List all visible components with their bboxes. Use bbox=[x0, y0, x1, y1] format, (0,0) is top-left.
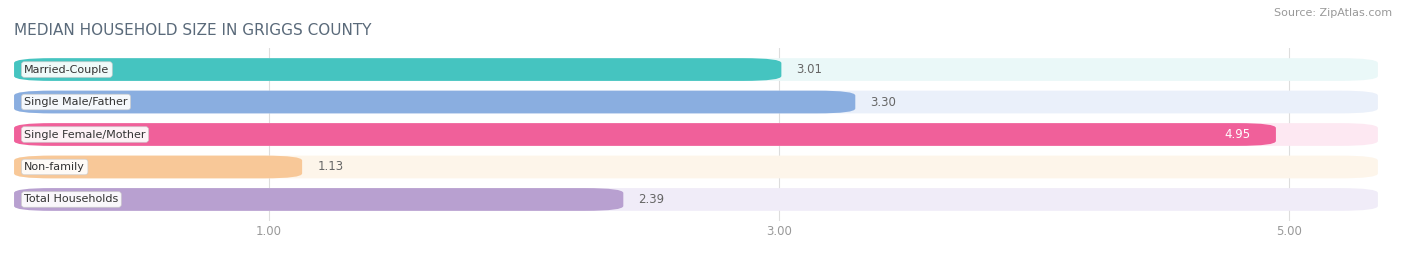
Text: Single Female/Mother: Single Female/Mother bbox=[24, 129, 146, 140]
FancyBboxPatch shape bbox=[14, 91, 855, 114]
FancyBboxPatch shape bbox=[14, 188, 1378, 211]
Text: Total Households: Total Households bbox=[24, 194, 118, 204]
FancyBboxPatch shape bbox=[14, 155, 302, 178]
FancyBboxPatch shape bbox=[14, 58, 1378, 81]
FancyBboxPatch shape bbox=[14, 188, 623, 211]
Text: Single Male/Father: Single Male/Father bbox=[24, 97, 128, 107]
Text: 3.30: 3.30 bbox=[870, 95, 897, 108]
FancyBboxPatch shape bbox=[14, 123, 1275, 146]
Text: Married-Couple: Married-Couple bbox=[24, 65, 110, 75]
FancyBboxPatch shape bbox=[14, 155, 1378, 178]
Text: MEDIAN HOUSEHOLD SIZE IN GRIGGS COUNTY: MEDIAN HOUSEHOLD SIZE IN GRIGGS COUNTY bbox=[14, 23, 371, 38]
Text: 1.13: 1.13 bbox=[318, 161, 343, 174]
Text: Source: ZipAtlas.com: Source: ZipAtlas.com bbox=[1274, 8, 1392, 18]
Text: 2.39: 2.39 bbox=[638, 193, 665, 206]
FancyBboxPatch shape bbox=[14, 58, 782, 81]
Text: Non-family: Non-family bbox=[24, 162, 86, 172]
FancyBboxPatch shape bbox=[14, 91, 1378, 114]
Text: 3.01: 3.01 bbox=[797, 63, 823, 76]
Text: 4.95: 4.95 bbox=[1225, 128, 1250, 141]
FancyBboxPatch shape bbox=[14, 123, 1378, 146]
